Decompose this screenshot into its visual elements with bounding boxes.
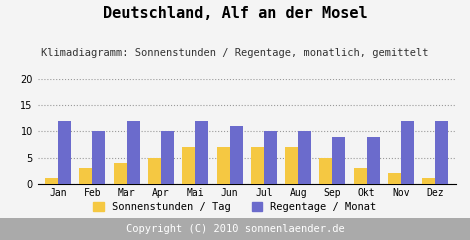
Bar (79, 168, 93, 184)
Bar (148, 157, 161, 184)
Text: Klimadiagramm: Sonnenstunden / Regentage, monatlich, gemittelt: Klimadiagramm: Sonnenstunden / Regentage… (41, 48, 429, 58)
Bar (251, 147, 264, 184)
Bar (114, 163, 127, 184)
Bar (45, 178, 58, 184)
Bar (285, 147, 298, 184)
Bar (161, 132, 174, 184)
Bar (367, 137, 380, 184)
Bar (320, 157, 332, 184)
Bar (354, 168, 367, 184)
Bar (332, 137, 345, 184)
Bar (127, 121, 140, 184)
Bar (401, 121, 414, 184)
Bar (196, 121, 208, 184)
Bar (58, 121, 71, 184)
Text: Deutschland, Alf an der Mosel: Deutschland, Alf an der Mosel (102, 6, 368, 21)
Bar (388, 173, 401, 184)
Bar (298, 132, 311, 184)
Bar (182, 147, 196, 184)
Bar (264, 132, 277, 184)
Bar (217, 147, 230, 184)
Bar (423, 178, 435, 184)
Bar (230, 126, 243, 184)
Bar (435, 121, 448, 184)
Bar (93, 132, 105, 184)
Legend: Sonnenstunden / Tag, Regentage / Monat: Sonnenstunden / Tag, Regentage / Monat (94, 202, 376, 212)
Text: Copyright (C) 2010 sonnenlaender.de: Copyright (C) 2010 sonnenlaender.de (125, 224, 345, 234)
